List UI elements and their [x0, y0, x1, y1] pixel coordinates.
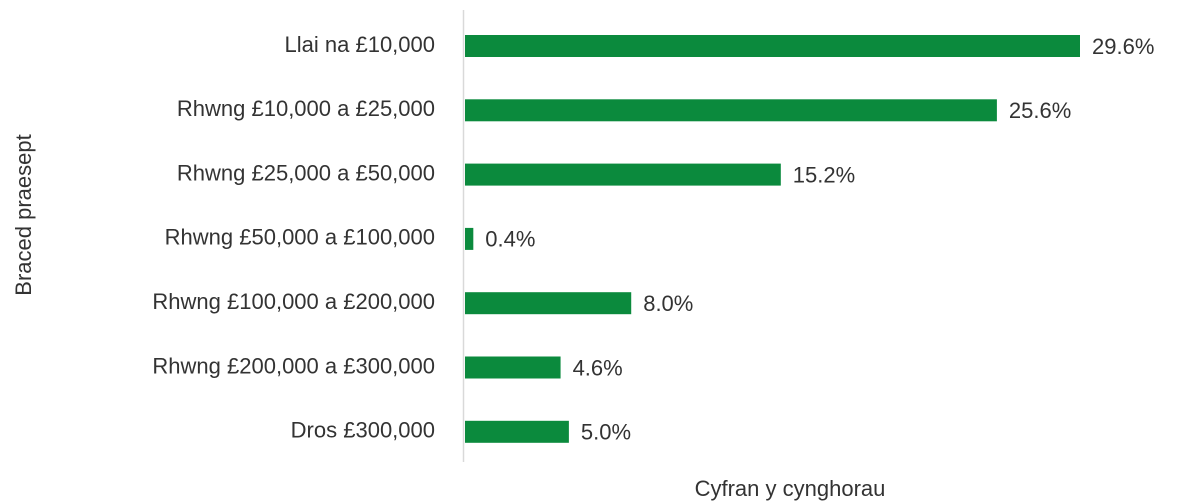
- bar: [465, 35, 1080, 57]
- data-label: 8.0%: [643, 291, 693, 316]
- y-tick-label: Rhwng £25,000 a £50,000: [177, 160, 435, 185]
- data-label: 15.2%: [793, 162, 855, 187]
- data-label: 5.0%: [581, 420, 631, 445]
- bar: [465, 356, 561, 379]
- bar: [465, 163, 781, 186]
- x-axis-label: Cyfran y cynghorau: [695, 476, 886, 501]
- data-label: 4.6%: [573, 355, 623, 380]
- y-tick-label: Dros £300,000: [291, 418, 435, 443]
- y-tick-label: Rhwng £100,000 a £200,000: [152, 289, 435, 314]
- y-tick-label: Rhwng £200,000 a £300,000: [152, 353, 435, 378]
- data-label: 0.4%: [485, 227, 535, 252]
- bar: [465, 420, 569, 443]
- y-tick-label: Llai na £10,000: [285, 32, 435, 57]
- bar: [465, 227, 474, 250]
- data-label: 29.6%: [1092, 34, 1154, 59]
- bar: [465, 99, 997, 122]
- y-tick-label: Rhwng £10,000 a £25,000: [177, 96, 435, 121]
- bar: [465, 292, 632, 315]
- y-axis-label: Braced praesept: [11, 134, 36, 295]
- y-tick-label: Rhwng £50,000 a £100,000: [165, 225, 435, 250]
- data-label: 25.6%: [1009, 98, 1071, 123]
